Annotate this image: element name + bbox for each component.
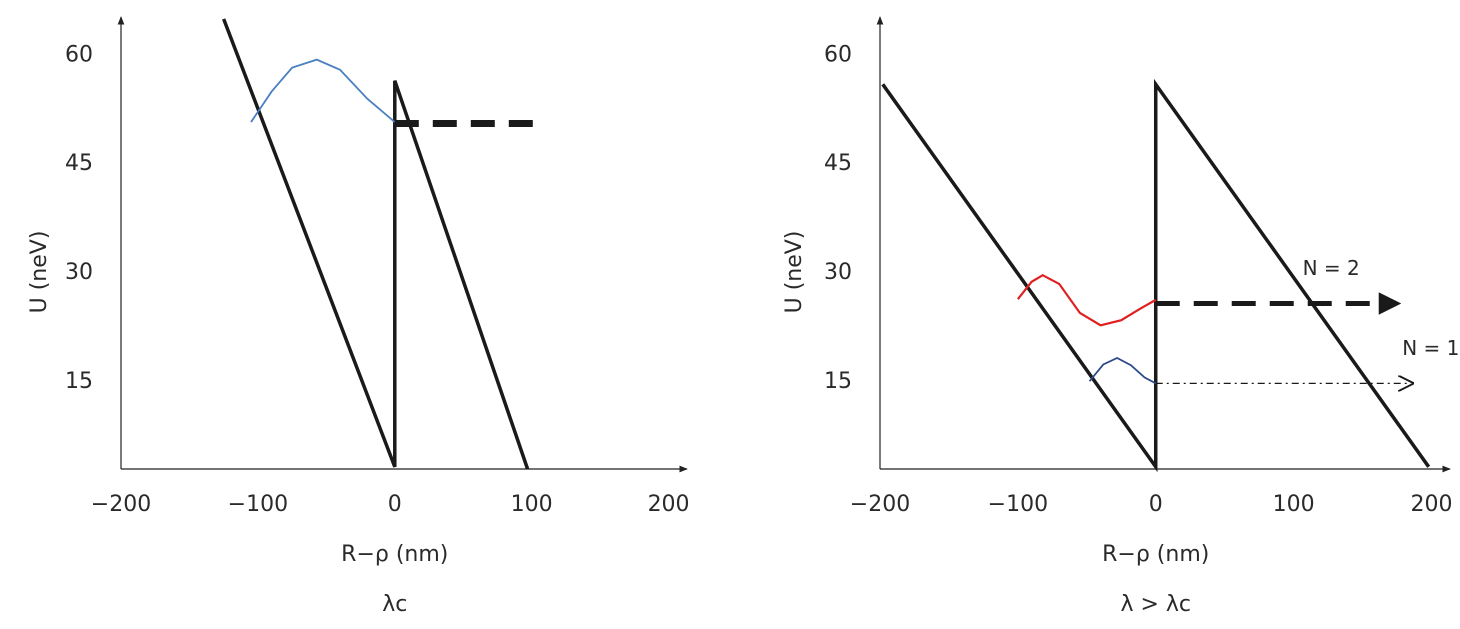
series-line: [1088, 356, 1157, 385]
series-label: N = 1: [1402, 336, 1459, 360]
series-line: [881, 78, 1431, 473]
y-tick-label: 15: [824, 369, 852, 394]
series-line: [222, 18, 530, 470]
x-tick-label: 100: [1273, 492, 1315, 517]
series-label: N = 2: [1303, 256, 1360, 280]
y-tick-label: 60: [824, 42, 852, 67]
x-axis-label: R−ρ (nm): [341, 542, 448, 567]
y-tick-label: 15: [65, 369, 93, 394]
y-tick-label: 30: [65, 260, 93, 285]
y-tick-label: 45: [65, 151, 93, 176]
x-tick-label: −100: [988, 492, 1048, 517]
subtitle: λ > λc: [1120, 592, 1191, 617]
x-tick-label: −100: [228, 492, 288, 517]
y-tick-label: 60: [65, 42, 93, 67]
x-tick-label: 0: [1149, 492, 1163, 517]
subtitle: λc: [382, 592, 407, 617]
y-axis-label: U (neV): [782, 231, 807, 314]
y-axis-label: U (neV): [27, 231, 52, 314]
x-axis-label: R−ρ (nm): [1102, 542, 1209, 567]
y-tick-label: 30: [824, 260, 852, 285]
x-tick-label: −200: [850, 492, 910, 517]
x-tick-label: −200: [91, 492, 151, 517]
x-tick-label: 0: [388, 492, 402, 517]
series-line: [250, 58, 396, 123]
x-tick-label: 100: [511, 492, 553, 517]
x-tick-label: 200: [1410, 492, 1452, 517]
series-line: [1017, 273, 1157, 327]
y-tick-label: 45: [824, 151, 852, 176]
x-tick-label: 200: [648, 492, 690, 517]
